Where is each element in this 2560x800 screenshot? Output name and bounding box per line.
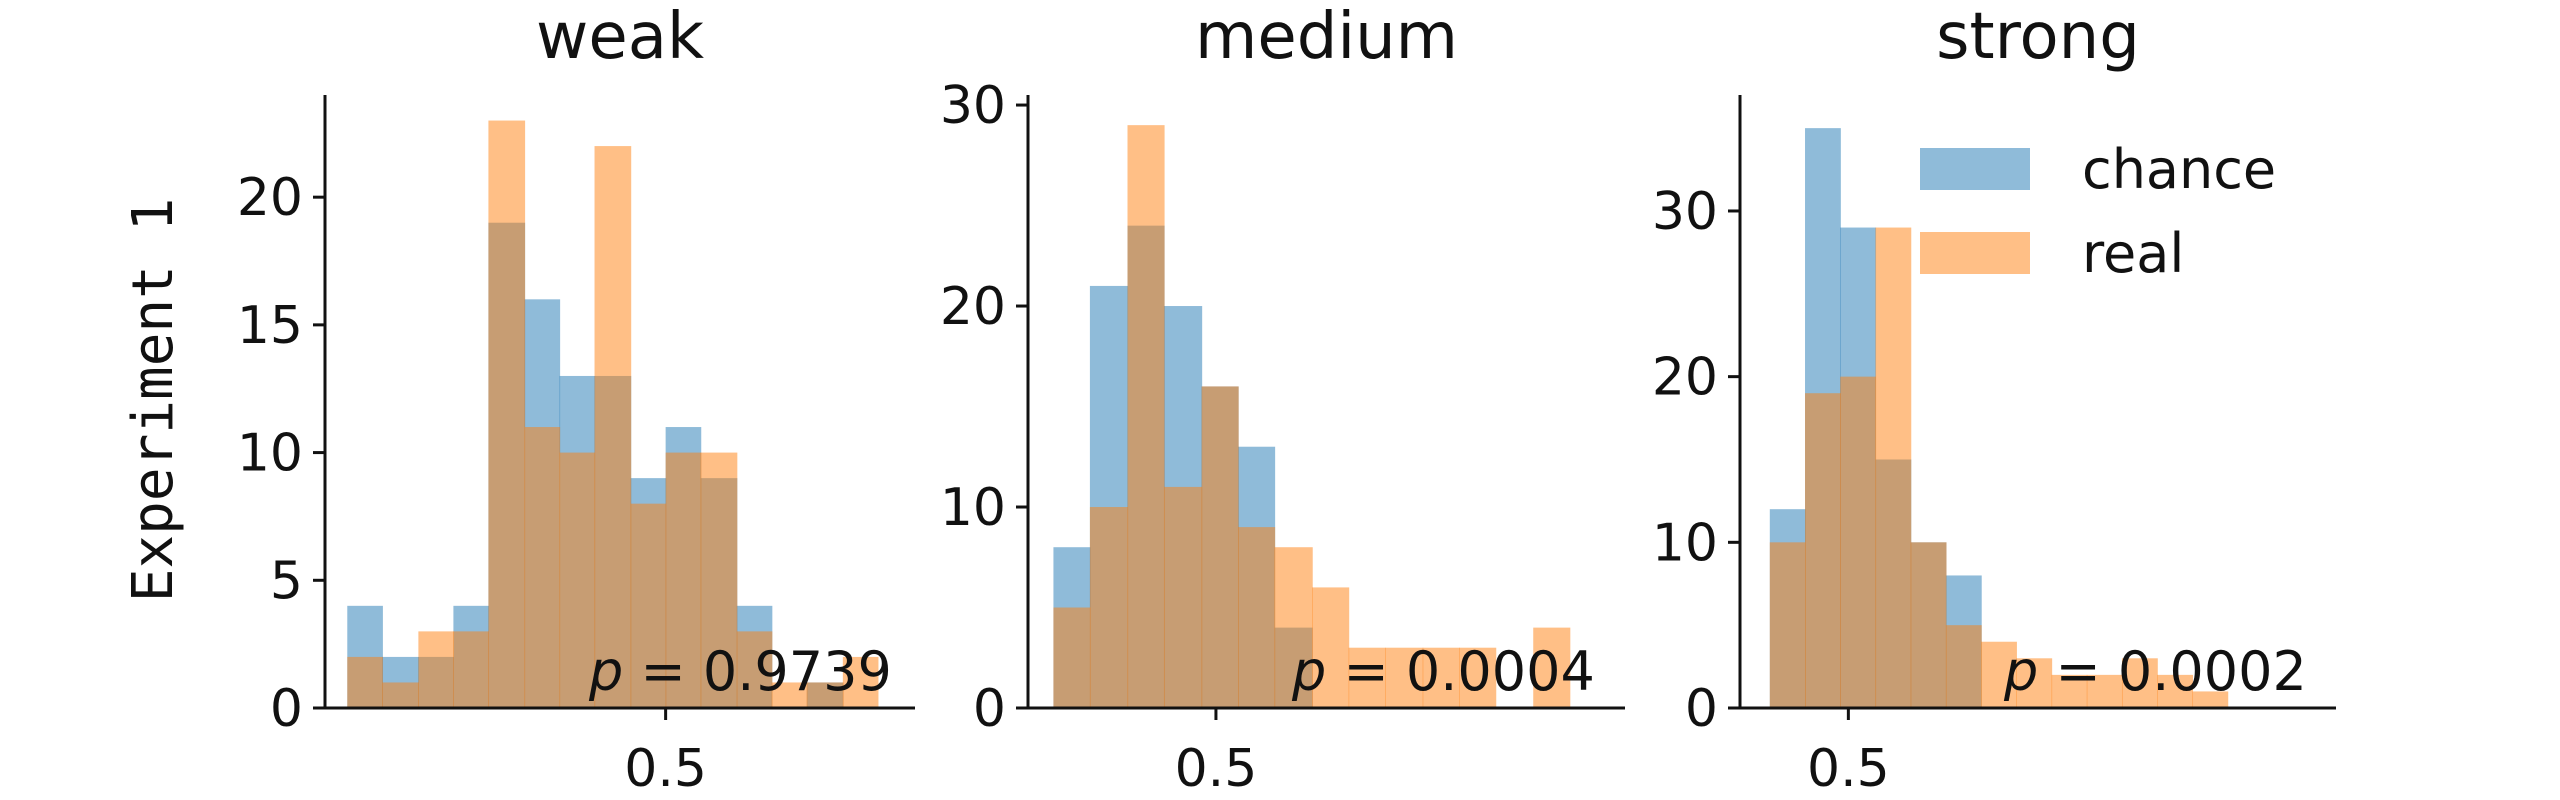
legend-swatch-real (1920, 232, 2030, 274)
strong-real-bar (1840, 376, 1877, 708)
weak-real-bar (418, 631, 454, 709)
legend: chance real (1920, 138, 2276, 285)
medium-real-bar (1533, 627, 1571, 708)
weak-p-value-annotation: p = 0.9739 (588, 640, 892, 703)
medium-title: medium (1195, 0, 1458, 74)
strong-real-bar (2016, 658, 2053, 708)
panel-weak: 0 5 10 15 20 0.5 weak p = 0.9739 (237, 0, 915, 799)
strong-real-bar (1945, 625, 1982, 708)
medium-real-bar (1385, 647, 1424, 708)
weak-real-bar (842, 656, 879, 708)
weak-real-bar (347, 656, 383, 708)
strong-p-value-annotation: p = 0.0002 (2003, 640, 2307, 703)
medium-real-bar (1274, 547, 1313, 708)
strong-real-bar (1805, 393, 1841, 708)
medium-real-bar (1422, 647, 1460, 708)
strong-title: strong (1936, 0, 2140, 74)
strong-real-bar (1875, 227, 1912, 709)
strong-y-tick-label: 20 (1652, 348, 1718, 408)
weak-real-bar (453, 631, 490, 709)
strong-y-tick-label: 30 (1652, 182, 1718, 242)
strong-real-bar (2157, 674, 2194, 708)
strong-y-tick-label: 0 (1685, 679, 1718, 739)
strong-real-bar (2121, 658, 2158, 708)
panels: 0 5 10 15 20 0.5 weak p = 0.9739 0 10 20 30 0.5 mediu… (237, 0, 2336, 799)
strong-y-tick-label: 10 (1652, 513, 1718, 573)
weak-real-bar (630, 503, 667, 708)
weak-real-bar (382, 682, 419, 708)
medium-x-tick-label: 0.5 (1175, 739, 1258, 799)
medium-real-bar (1053, 607, 1091, 708)
panel-medium: 0 10 20 30 0.5 medium p = 0.0004 (940, 0, 1625, 799)
strong-p-symbol: p (2003, 640, 2038, 703)
strong-real-bar (1769, 542, 1806, 708)
medium-p-value-annotation: p = 0.0004 (1291, 640, 1595, 703)
medium-real-bar (1163, 486, 1203, 708)
panel-strong: 0 10 20 30 0.5 strong p = 0.0002 (1652, 0, 2336, 799)
weak-real-bar (559, 452, 596, 708)
medium-y-tick-label: 30 (940, 76, 1006, 136)
strong-x-tick-label: 0.5 (1807, 739, 1890, 799)
weak-real-bar (665, 452, 702, 708)
legend-label-real: real (2082, 222, 2184, 285)
y-axis-label: Experiment 1 (121, 198, 186, 603)
legend-swatch-chance (1920, 148, 2030, 190)
weak-real-bar (806, 682, 844, 708)
strong-p-value: = 0.0002 (2038, 640, 2307, 703)
weak-y-tick-label: 5 (270, 551, 303, 611)
medium-real-bar (1127, 125, 1165, 708)
medium-y-tick-label: 0 (973, 679, 1006, 739)
medium-real-bar (1348, 647, 1386, 708)
strong-real-bar (2051, 674, 2088, 708)
weak-p-value: = 0.9739 (623, 640, 892, 703)
weak-real-bar (736, 631, 773, 709)
medium-real-bar (1459, 647, 1497, 708)
medium-p-value: = 0.0004 (1326, 640, 1595, 703)
strong-real-bar (1910, 542, 1947, 708)
weak-y-tick-label: 10 (237, 424, 303, 484)
medium-real-bar (1089, 507, 1129, 708)
medium-p-symbol: p (1291, 640, 1326, 703)
medium-real-bar (1312, 587, 1350, 708)
legend-label-chance: chance (2082, 138, 2276, 201)
weak-title: weak (536, 0, 704, 74)
strong-real-bar (2192, 691, 2229, 708)
weak-x-tick-label: 0.5 (624, 739, 707, 799)
strong-real-bar (1981, 641, 2017, 708)
medium-real-bar (1238, 527, 1276, 708)
weak-y-tick-label: 15 (237, 296, 303, 356)
weak-real-bar (771, 682, 808, 708)
weak-real-bar (488, 120, 526, 709)
weak-real-bar (524, 427, 561, 708)
strong-real-bar (2086, 674, 2123, 708)
weak-p-symbol: p (588, 640, 623, 703)
medium-real-bar (1201, 386, 1239, 708)
weak-real-bar (594, 146, 632, 708)
medium-y-tick-label: 20 (940, 277, 1006, 337)
weak-real-bar (700, 452, 738, 708)
weak-y-tick-label: 20 (237, 168, 303, 228)
medium-y-tick-label: 10 (940, 478, 1006, 538)
weak-y-tick-label: 0 (270, 679, 303, 739)
